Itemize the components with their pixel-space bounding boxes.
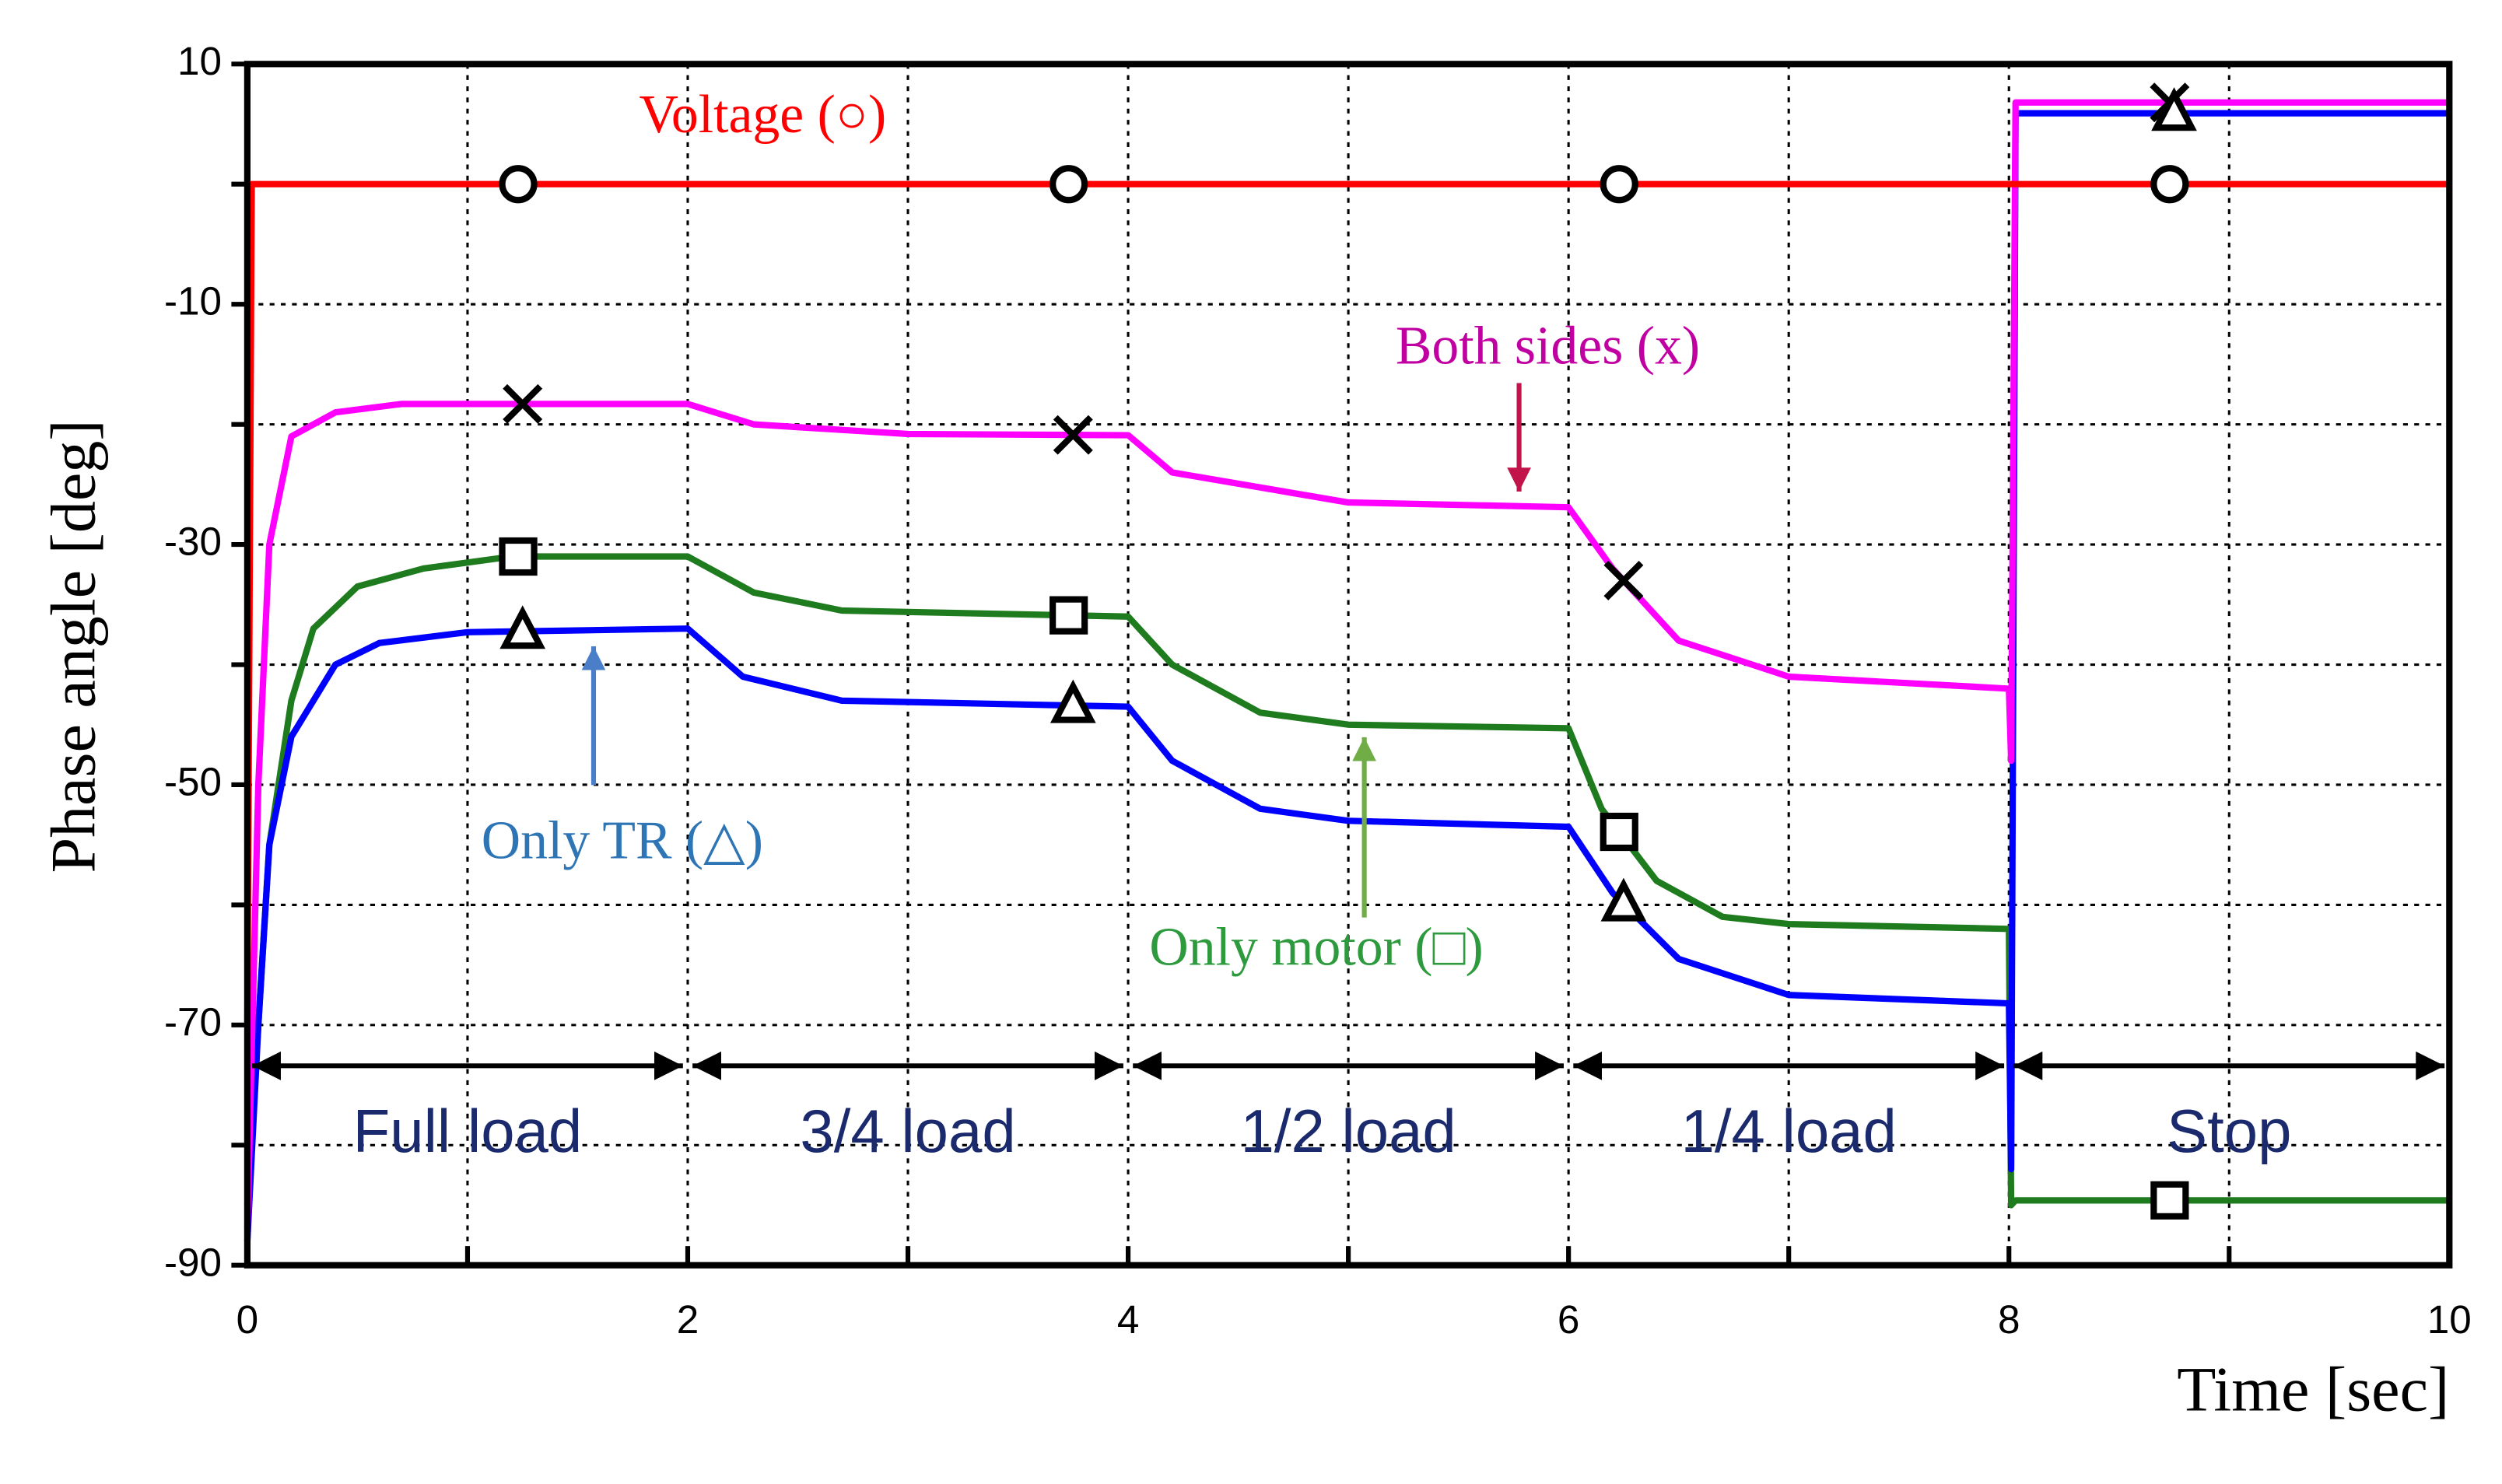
x-tick-label: 6 — [1558, 1297, 1580, 1342]
marker — [2151, 87, 2197, 131]
y-tick-label: -10 — [164, 279, 222, 324]
y-tick-label: -90 — [164, 1240, 222, 1284]
marker — [1600, 877, 1647, 922]
marker — [503, 383, 543, 424]
period-label: Stop — [2167, 1097, 2291, 1165]
x-axis-title: Time [sec] — [2177, 1354, 2449, 1425]
annotation: Only TR (△) — [482, 810, 763, 870]
period-label: 1/4 load — [1681, 1097, 1897, 1165]
plot-frame — [244, 61, 2453, 1269]
y-tick-label: 10 — [177, 39, 222, 83]
marker — [1050, 596, 1088, 635]
period-label: 3/4 load — [800, 1097, 1015, 1165]
period-label: Full load — [353, 1097, 583, 1165]
x-tick-label: 0 — [237, 1297, 259, 1342]
marker — [1600, 165, 1638, 204]
marker — [499, 165, 538, 204]
series-line — [244, 99, 2450, 1230]
y-tick-label: -50 — [164, 760, 222, 804]
y-tick-label: -70 — [164, 999, 222, 1044]
marker — [1600, 812, 1638, 852]
marker — [2150, 165, 2189, 204]
x-tick-label: 10 — [2427, 1297, 2472, 1342]
marker — [1050, 679, 1096, 723]
series-line — [244, 553, 2450, 1209]
x-tick-label: 4 — [1117, 1297, 1140, 1342]
annotation: Only motor (□) — [1149, 918, 1483, 978]
annotation: Voltage (○) — [640, 85, 887, 145]
marker — [1053, 415, 1093, 455]
x-tick-label: 8 — [1998, 1297, 2020, 1342]
annotation: Both sides (x) — [1396, 317, 1700, 376]
marker — [2150, 1181, 2189, 1220]
marker — [1603, 560, 1644, 600]
y-tick-label: -30 — [164, 520, 222, 564]
y-axis-title: Phase angle [deg] — [37, 419, 108, 873]
marker — [1050, 165, 1088, 204]
period-label: 1/2 load — [1240, 1097, 1456, 1165]
series-line — [244, 110, 2450, 1242]
x-tick-label: 2 — [677, 1297, 699, 1342]
marker — [499, 605, 546, 649]
marker — [499, 537, 538, 576]
